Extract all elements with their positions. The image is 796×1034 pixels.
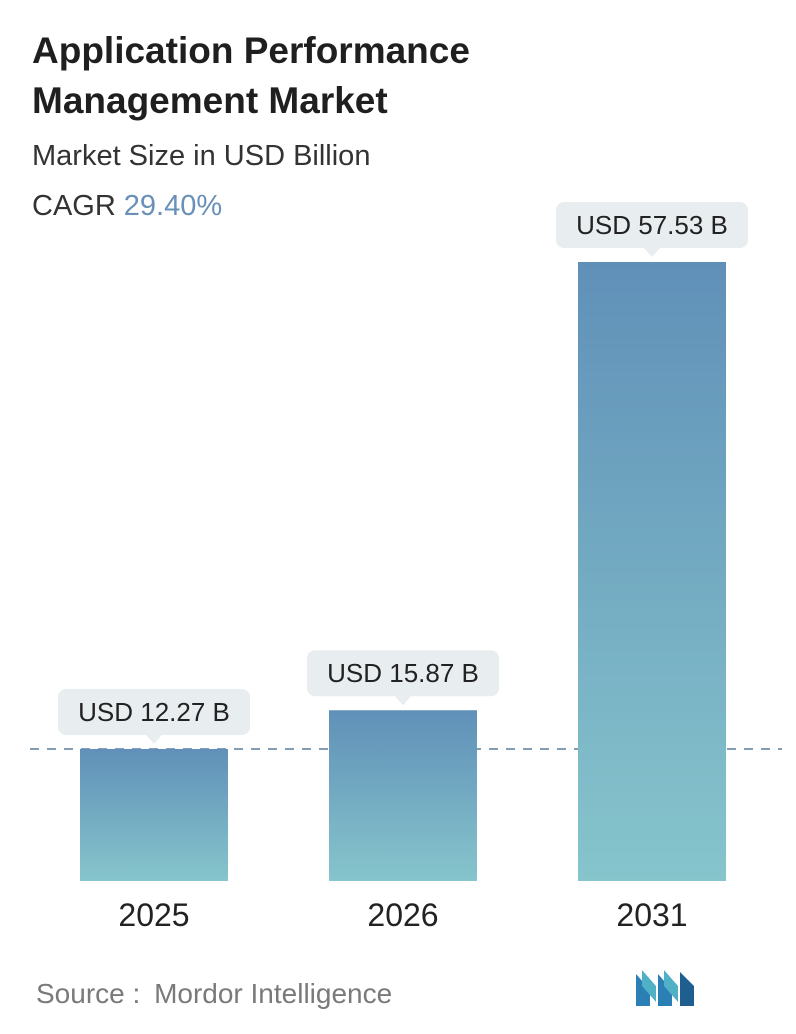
value-callout-pointer [146, 734, 162, 744]
mordor-intelligence-logo-icon [636, 970, 694, 1006]
value-callout-bg [556, 202, 748, 248]
value-callout-pointer [395, 696, 411, 706]
x-tick-label: 2025 [118, 897, 189, 933]
bar-2025 [80, 748, 228, 881]
value-label: USD 12.27 B [78, 697, 230, 727]
chart-title-line2: Management Market [32, 80, 388, 121]
value-label: USD 57.53 B [576, 210, 728, 240]
source-name: Mordor Intelligence [154, 978, 393, 1009]
source-note: Source : Mordor Intelligence [36, 978, 392, 1010]
bar-2026 [329, 710, 477, 881]
value-callout-bg [307, 650, 499, 697]
bar-chart: USD 12.27 B 2025 USD 15.87 B 2026 USD 57.53 … [30, 202, 782, 933]
bar-2031 [578, 262, 726, 881]
value-callout-pointer [644, 248, 660, 257]
chart-title: Application Performance Management Marke… [32, 26, 632, 126]
x-tick-label: 2031 [616, 897, 687, 933]
cagr-label: CAGR [32, 190, 116, 222]
cagr-row: CAGR 29.40% [32, 190, 222, 223]
value-callout-bg [58, 688, 250, 735]
chart-title-line1: Application Performance [32, 30, 470, 71]
chart-subtitle: Market Size in USD Billion [32, 140, 371, 172]
value-label: USD 15.87 B [327, 658, 479, 688]
source-label: Source : [36, 978, 141, 1009]
x-tick-label: 2026 [367, 897, 438, 933]
cagr-value: 29.40% [123, 190, 223, 222]
